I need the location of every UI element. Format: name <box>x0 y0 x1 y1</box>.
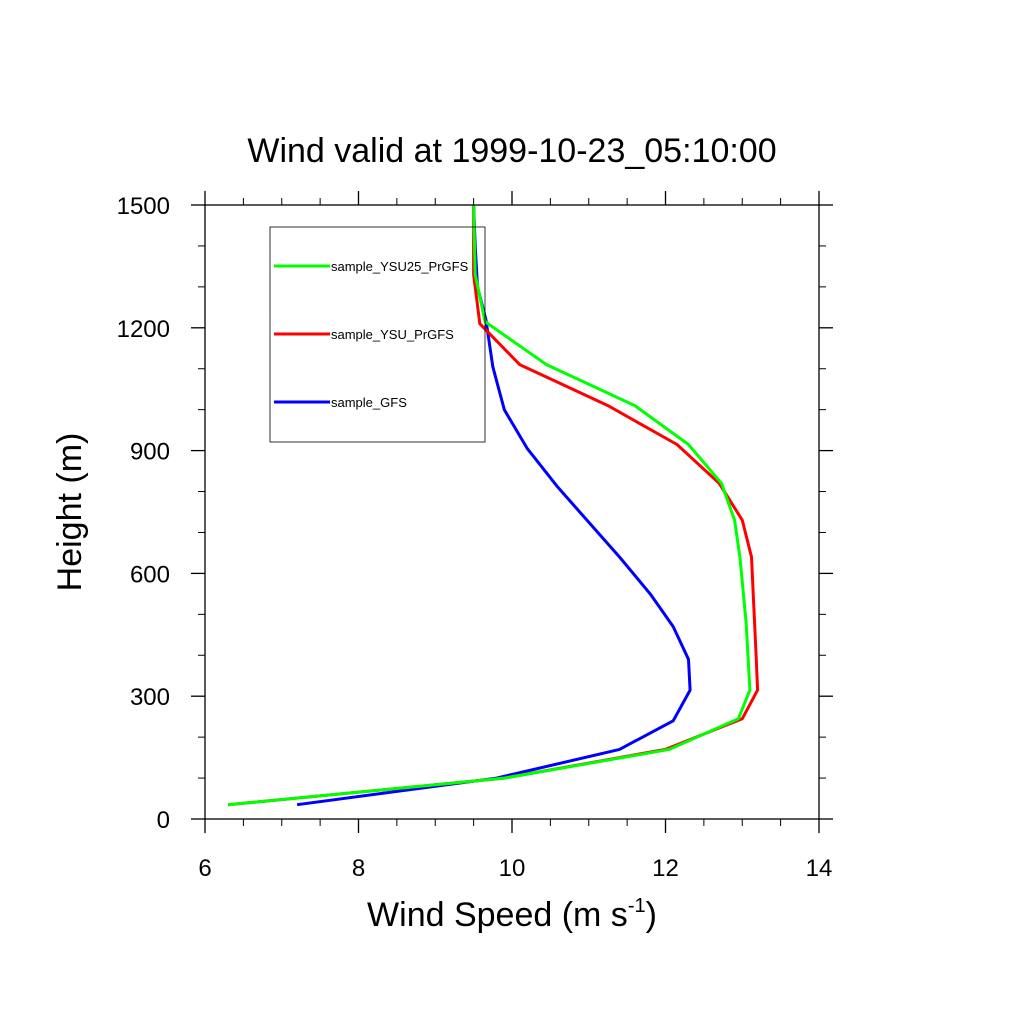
y-axis-label: Height (m) <box>51 433 89 592</box>
axis-ticks <box>191 191 833 833</box>
legend-box <box>269 226 486 443</box>
legend: sample_YSU25_PrGFS sample_YSU_PrGFSsample… <box>269 226 486 443</box>
y-tick-label: 900 <box>130 439 170 466</box>
tick-labels: 6 8 10 12 14 0 300 600 900 1200 1500 <box>117 193 833 882</box>
x-axis-label-end: ) <box>646 896 657 934</box>
y-tick-label: 1200 <box>117 316 170 343</box>
x-tick-label: 10 <box>499 855 526 882</box>
legend-label: sample_YSU_PrGFS <box>331 327 454 342</box>
y-tick-label: 300 <box>130 684 170 711</box>
y-tick-label: 600 <box>130 561 170 588</box>
x-tick-label: 12 <box>652 855 679 882</box>
x-axis-label-main: Wind Speed (m s <box>367 896 628 934</box>
series-line-sample_YSU25_PrGFS <box>227 204 752 807</box>
chart-title: Wind valid at 1999-10-23_05:10:00 <box>247 132 776 170</box>
x-axis-label-superscript: -1 <box>628 895 646 917</box>
series-lines <box>227 204 760 807</box>
x-tick-label: 6 <box>198 855 211 882</box>
legend-label: sample_YSU25_PrGFS <box>331 259 469 274</box>
legend-label: sample_GFS <box>331 395 407 410</box>
legend-items: sample_YSU25_PrGFS sample_YSU_PrGFSsample… <box>274 259 469 410</box>
x-tick-label: 8 <box>352 855 365 882</box>
x-tick-label: 14 <box>806 855 833 882</box>
y-tick-label: 0 <box>157 807 170 834</box>
plot-frame <box>204 204 820 820</box>
y-tick-label: 1500 <box>117 193 170 220</box>
x-axis-label: Wind Speed (m s-1) <box>367 895 657 934</box>
series-line-sample_GFS <box>296 204 692 807</box>
